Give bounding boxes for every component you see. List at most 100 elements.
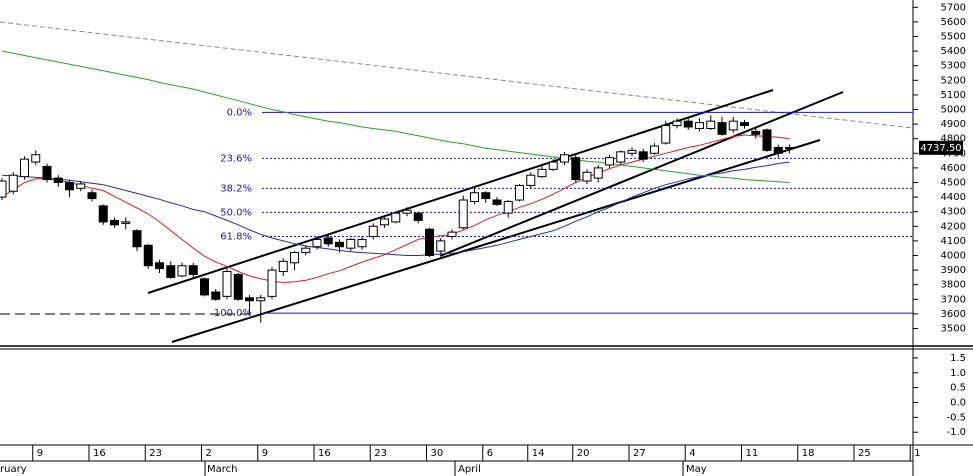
candle-body [177,265,187,277]
candle-body [728,120,738,131]
y-tick-label: 3500 [941,323,966,334]
candle-body [267,269,277,297]
candle-body [31,154,41,163]
candle-body [166,265,176,278]
y-tick-label: 3700 [941,294,966,305]
y-tick-label: 5000 [941,104,966,115]
fib-label: 38.2% [220,183,252,194]
x-tick-label: 6 [487,448,493,459]
fib-label: 23.6% [220,153,252,164]
y-tick-label: 5500 [941,31,966,42]
candle-body [301,247,311,254]
candle-body [357,238,367,248]
x-tick-label: 9 [37,448,43,459]
x-tick-label: 27 [633,448,646,459]
x-tick-label: 20 [577,448,590,459]
candle-body [458,199,468,229]
candle-body [0,180,7,198]
fib-label: 0.0% [227,107,252,118]
candle-body [470,192,479,202]
y-tick-label: 0.0 [950,397,966,408]
fib-label: 61.8% [220,232,252,243]
y-tick-label: 3800 [941,280,966,291]
x-tick-label: 30 [431,448,444,459]
y-tick-label: 4500 [941,177,966,188]
candle-body [143,244,153,267]
candle-body [8,174,18,192]
candle-body [785,146,794,149]
y-tick-label: 5200 [941,75,966,86]
y-tick-label: 5600 [941,17,966,28]
candle-body [425,228,434,256]
y-tick-label: 4400 [941,192,966,203]
candle-body [132,230,142,248]
y-tick-label: 5400 [941,46,966,57]
candle-body [346,238,356,249]
y-tick-label: 5100 [941,90,966,101]
candle-body [200,278,209,296]
x-tick-label: 1 [914,448,920,459]
candle-body [751,130,761,135]
candle-body [222,271,232,297]
y-tick-label: -0.5 [946,412,966,423]
candle-body [233,273,243,300]
y-tick-label: 4800 [941,134,966,145]
candle-body [98,205,108,223]
x-tick-label: 4 [689,448,695,459]
month-label: March [207,464,237,475]
candle-body [605,157,614,166]
y-tick-label: 1.5 [950,353,966,364]
candle-body [290,252,299,264]
candle-body [188,265,198,275]
candle-body [20,158,29,178]
x-tick-label: 2 [206,448,212,459]
candle-body [256,297,266,302]
candle-body [481,192,491,200]
candle-body [706,120,716,129]
y-tick-label: 4900 [941,119,966,130]
channel-line [439,91,844,257]
ma-line [1,134,790,284]
candle-body [717,122,727,135]
x-tick-label: 16 [318,448,331,459]
candle-body [402,209,412,214]
ma-line [1,161,790,256]
candle-body [593,167,603,179]
month-label: April [458,464,481,475]
candle-body [526,174,536,186]
candle-body [391,212,401,223]
y-tick-label: 4300 [941,207,966,218]
candle-body [65,181,74,191]
drawing-layer [0,21,914,343]
month-label: ruary [0,464,27,475]
candle-body [413,212,423,221]
y-tick-label: 4600 [941,163,966,174]
y-tick-label: 0.5 [950,383,966,394]
price-label: 4737.50 [920,143,961,154]
channel-line [147,89,774,294]
candle-body [211,291,221,300]
candle-body [638,151,648,160]
candle-body [560,154,569,163]
x-tick-label: 14 [532,448,545,459]
channel-line [171,139,821,343]
candle-body [110,219,119,226]
x-tick-label: 25 [858,448,871,459]
x-tick-label: 18 [802,448,815,459]
ma-line [1,50,790,183]
candle-body [447,231,457,238]
candle-body [323,237,333,245]
candle-body [312,238,322,248]
y-tick-label: 5700 [941,2,966,13]
x-tick-label: 16 [93,448,106,459]
fib-label: 100.0% [214,308,252,319]
candle-body [773,146,783,154]
candle-body [582,171,592,182]
y-tick-label: 3900 [941,265,966,276]
candle-body [571,157,581,181]
y-tick-label: 5300 [941,61,966,72]
candle-body [380,218,389,226]
x-tick-label: 9 [262,448,268,459]
x-tick-label: 11 [746,448,759,459]
